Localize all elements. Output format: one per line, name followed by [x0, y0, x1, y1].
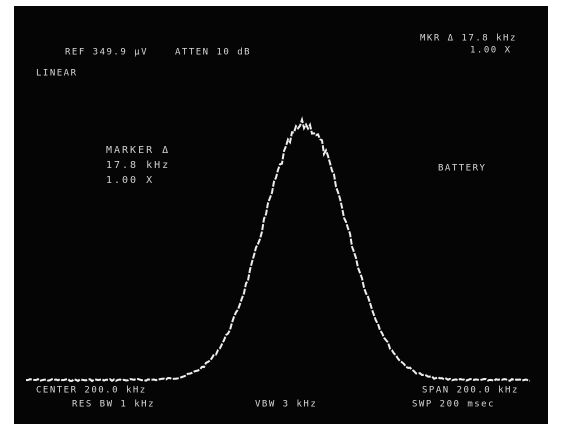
reference-level: REF 349.9 µV	[65, 48, 148, 58]
marker-ratio-box: 1.00 X	[106, 175, 154, 186]
marker-frequency: 17.8 kHz	[106, 160, 170, 171]
page: REF 349.9 µV ATTEN 10 dB MKR Δ 17.8 kHz …	[0, 0, 566, 424]
video-bandwidth: VBW 3 kHz	[255, 400, 317, 410]
resolution-bandwidth: RES BW 1 kHz	[72, 400, 155, 410]
marker-ratio: 1.00 X	[470, 46, 512, 56]
analyzer-screen: REF 349.9 µV ATTEN 10 dB MKR Δ 17.8 kHz …	[0, 0, 566, 424]
marker-readout: MKR Δ 17.8 kHz	[420, 34, 517, 44]
center-frequency: CENTER 200.0 kHz	[36, 386, 147, 396]
span: SPAN 200.0 kHz	[422, 386, 519, 396]
screen-background	[14, 6, 548, 424]
attenuation: ATTEN 10 dB	[175, 48, 251, 58]
marker-title: MARKER Δ	[106, 145, 170, 156]
battery-status: BATTERY	[438, 164, 486, 174]
sweep-time: SWP 200 msec	[412, 400, 495, 410]
scale-mode: LINEAR	[36, 69, 78, 79]
